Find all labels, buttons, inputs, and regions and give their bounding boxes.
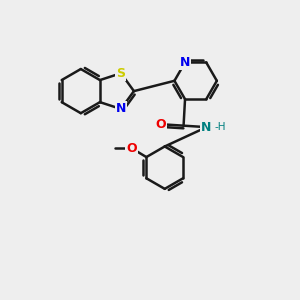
Text: O: O [155, 118, 166, 131]
Text: S: S [116, 67, 125, 80]
Text: -H: -H [215, 122, 226, 132]
Text: N: N [116, 103, 126, 116]
Text: N: N [180, 56, 190, 69]
Text: N: N [201, 121, 212, 134]
Text: O: O [126, 142, 137, 155]
